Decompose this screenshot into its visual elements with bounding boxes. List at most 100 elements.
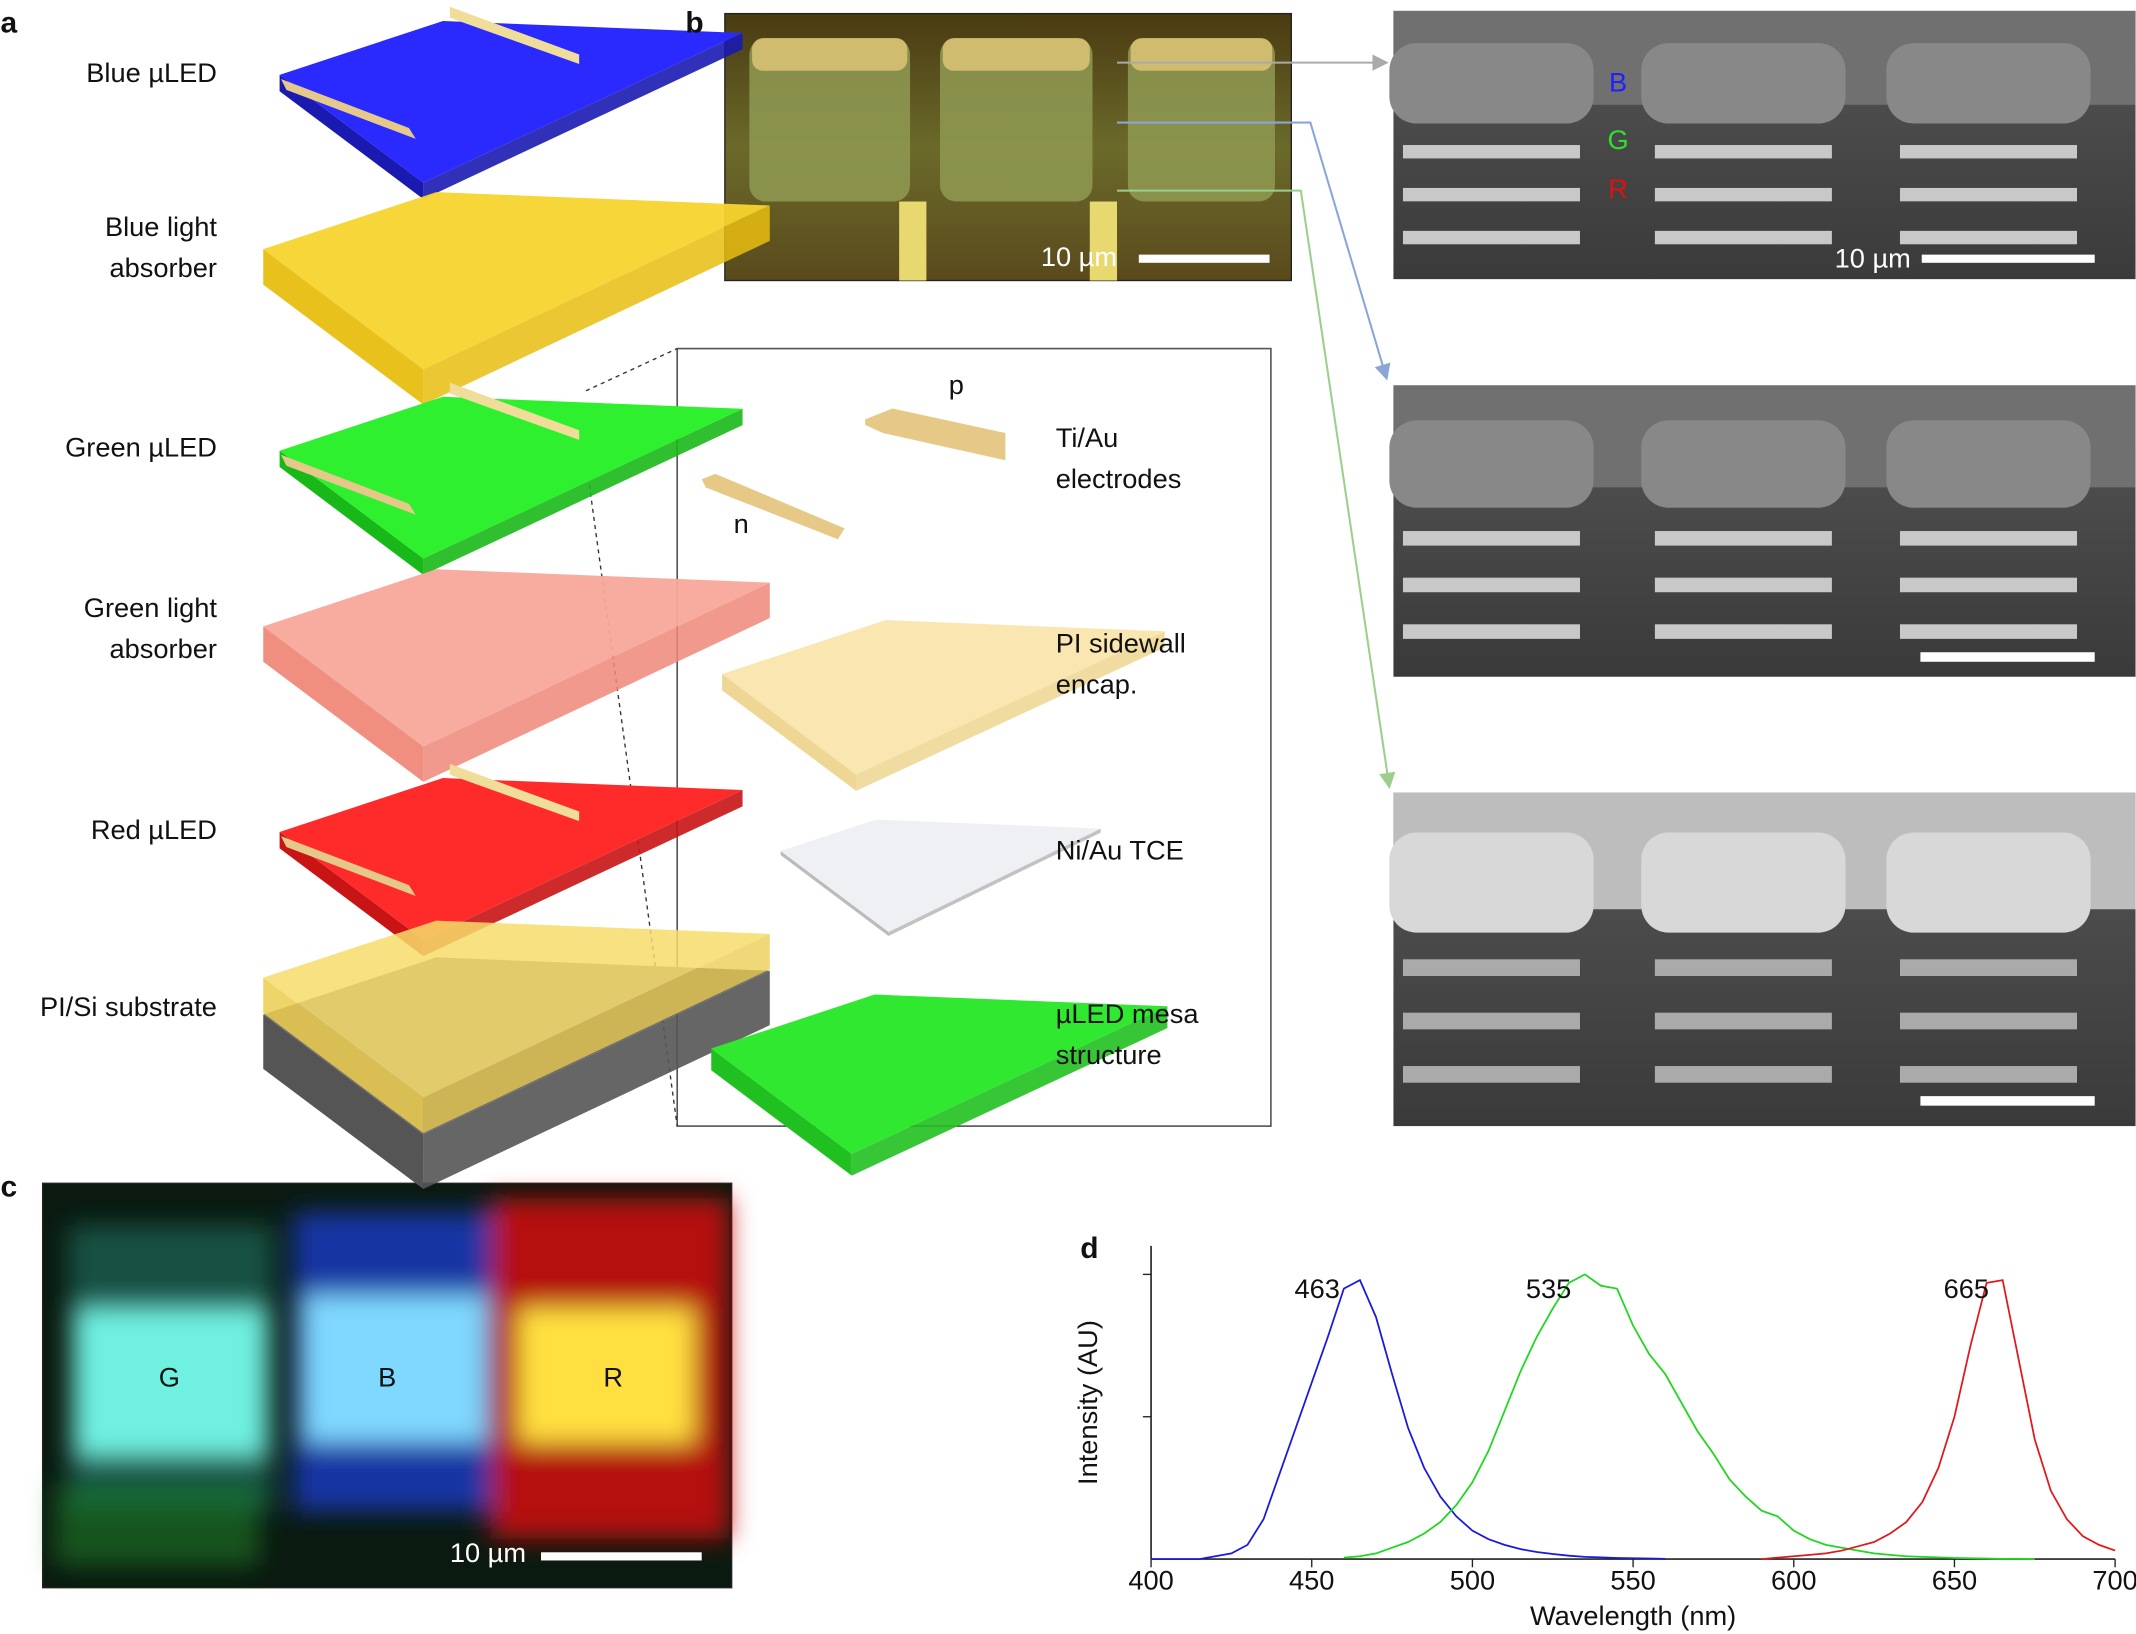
slab-top xyxy=(279,396,743,559)
sem-bump xyxy=(1886,420,2091,508)
pixel-pad xyxy=(749,38,911,202)
layout xyxy=(41,12,1396,1589)
layer-label: PI/Si substrate xyxy=(40,991,217,1022)
pixel-label: G xyxy=(159,1362,180,1393)
sem-bump xyxy=(1641,832,1846,933)
spectrum-line xyxy=(1151,1278,1666,1560)
slab-side xyxy=(279,74,424,200)
slab-side xyxy=(722,674,857,791)
electrode xyxy=(449,6,580,64)
panel-letter: c xyxy=(0,1171,17,1204)
sem-layer xyxy=(1654,959,1832,976)
electrode xyxy=(752,38,908,71)
sem-layer xyxy=(1899,577,2077,593)
layer-tag: G xyxy=(1608,124,1629,155)
slab-top xyxy=(263,569,770,747)
inset-box xyxy=(676,347,1272,1127)
sem-layer xyxy=(1402,145,1580,159)
electrode-n xyxy=(701,473,845,540)
slab-top xyxy=(722,620,1165,775)
slab-side xyxy=(423,970,770,1190)
sem-layer xyxy=(1899,624,2077,639)
scale-bar xyxy=(1138,254,1270,263)
scale-label: 10 µm xyxy=(450,1537,526,1568)
scale-bar xyxy=(1920,1096,2095,1106)
sem-layer xyxy=(1402,959,1580,976)
connector xyxy=(1117,189,1396,790)
scale-bar xyxy=(1920,652,2095,662)
scale-bar xyxy=(1921,254,2095,263)
layer-label: Green µLED xyxy=(65,432,217,463)
scale-label: 10 µm xyxy=(1041,241,1117,272)
sem-layer xyxy=(1899,187,2077,202)
layer-tag: R xyxy=(1608,173,1628,204)
component-label: µLED mesa xyxy=(1056,998,1200,1029)
electrode xyxy=(449,763,580,822)
component-label: PI sidewall xyxy=(1056,628,1186,659)
x-tick-label: 400 xyxy=(1128,1564,1173,1595)
sem-layer xyxy=(1402,187,1580,202)
component-label: structure xyxy=(1056,1039,1162,1070)
sem-layer xyxy=(1899,1066,2077,1083)
electrode xyxy=(899,201,927,281)
layer-label: Green light xyxy=(84,592,218,623)
panel-letter: d xyxy=(1080,1232,1098,1265)
sem-layer xyxy=(1654,624,1832,639)
electrode-label: n xyxy=(734,508,749,539)
x-tick-label: 450 xyxy=(1289,1564,1334,1595)
sem-layer xyxy=(1654,1066,1832,1083)
slab-top xyxy=(263,920,770,1098)
sem-layer xyxy=(1899,531,2077,546)
peak-label: 535 xyxy=(1526,1273,1571,1304)
scale-bar xyxy=(541,1552,702,1561)
sem-layer xyxy=(1654,230,1832,245)
slab-side xyxy=(780,851,889,937)
scale-label: 10 µm xyxy=(1835,242,1911,273)
slab-side xyxy=(279,450,424,575)
electrode xyxy=(449,382,580,440)
glow xyxy=(54,1484,260,1566)
slab-side xyxy=(423,582,770,782)
slab-side xyxy=(856,631,1165,791)
sem-layer xyxy=(1402,624,1580,639)
sem-layer xyxy=(1654,187,1832,202)
connector xyxy=(1117,121,1391,381)
x-axis-label: Wavelength (nm) xyxy=(1530,1600,1736,1631)
spectrum-line xyxy=(1761,1279,2116,1560)
electrode-label: p xyxy=(949,369,964,400)
emission-glow xyxy=(54,1198,729,1566)
glow xyxy=(302,1293,487,1444)
sem-layer xyxy=(1899,1012,2077,1030)
slab-top xyxy=(279,778,743,940)
sem-bump xyxy=(1389,43,1594,124)
slab-side xyxy=(851,1006,1168,1176)
slab-side xyxy=(263,977,424,1134)
sem-layer xyxy=(1402,1066,1580,1083)
pixel-pad xyxy=(940,38,1093,202)
sem-bump xyxy=(1886,832,2091,933)
sem-layer xyxy=(1402,531,1580,546)
component-label: Ni/Au TCE xyxy=(1056,835,1184,866)
peak-label: 665 xyxy=(1944,1273,1989,1304)
layer-label: Blue light xyxy=(105,211,217,242)
spectrum-line xyxy=(1343,1273,2035,1560)
layer-label: Red µLED xyxy=(91,814,217,845)
component-label: Ti/Au xyxy=(1056,422,1119,453)
electrode xyxy=(1089,201,1118,281)
sem-layer xyxy=(1654,531,1832,546)
peak-label: 463 xyxy=(1294,1273,1339,1304)
electrode xyxy=(280,78,416,139)
sem-layer xyxy=(1899,230,2077,245)
slab-side xyxy=(423,790,743,957)
x-tick-label: 650 xyxy=(1932,1564,1977,1595)
slab-side xyxy=(263,1014,424,1190)
sem-layer xyxy=(1899,145,2077,159)
sem-layer xyxy=(1654,145,1832,159)
electrode xyxy=(942,38,1090,71)
pixel-label: R xyxy=(603,1362,623,1393)
sem-bump xyxy=(1641,420,1846,508)
electrode xyxy=(280,454,416,515)
y-axis-label: Intensity (AU) xyxy=(1072,1320,1103,1485)
slab-side xyxy=(423,205,770,405)
